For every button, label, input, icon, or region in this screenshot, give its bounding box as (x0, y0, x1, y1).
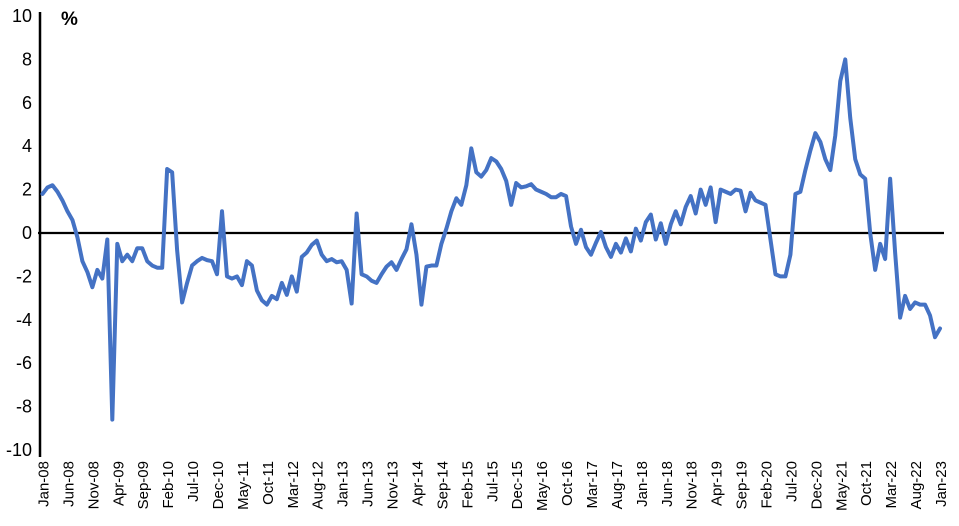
x-tick-label: Mar-22 (883, 461, 900, 509)
x-tick-label: May-11 (235, 461, 252, 510)
x-tick-label: Feb-20 (758, 461, 775, 509)
x-tick-label: Aug-22 (908, 461, 925, 509)
x-tick-label: Jun-08 (60, 461, 77, 507)
x-tick-label: Mar-17 (584, 461, 601, 509)
y-tick-label: -8 (16, 397, 32, 417)
y-axis-unit-label: % (61, 9, 78, 30)
x-tick-label: Jan-23 (933, 461, 950, 507)
y-tick-label: 2 (22, 180, 32, 200)
x-tick-label: Oct-21 (858, 461, 875, 506)
y-tick-label: 4 (22, 136, 32, 156)
y-tick-label: -10 (6, 440, 32, 460)
x-tick-label: Oct-11 (260, 461, 277, 505)
x-tick-label: Dec-10 (210, 461, 227, 509)
x-tick-label: May-16 (534, 461, 551, 511)
x-tick-label: Dec-20 (808, 461, 825, 509)
x-tick-label: Jul-15 (484, 461, 501, 502)
y-tick-label: 8 (22, 49, 32, 69)
x-tick-label: Feb-10 (160, 461, 177, 509)
x-tick-label: Jan-08 (36, 461, 53, 507)
x-tick-label: Sep-14 (434, 461, 451, 509)
x-tick-label: Nov-13 (385, 461, 402, 509)
x-tick-label: Jun-13 (360, 461, 377, 507)
y-tick-label: 10 (12, 6, 32, 26)
x-tick-label: Jun-18 (659, 461, 676, 507)
x-tick-label: Jan-13 (335, 461, 352, 507)
series-line (40, 57, 942, 422)
x-tick-label: Sep-19 (734, 461, 751, 509)
x-tick-label: Sep-09 (135, 461, 152, 509)
x-tick-label: Mar-12 (285, 461, 302, 509)
x-tick-label: Jul-10 (185, 461, 202, 502)
x-tick-label: Jul-20 (783, 461, 800, 502)
x-tick-label: Nov-18 (684, 461, 701, 509)
x-tick-label: Oct-16 (559, 461, 576, 506)
x-tick-label: Feb-15 (459, 461, 476, 509)
x-tick-label: Apr-09 (110, 461, 127, 506)
y-tick-label: -6 (16, 353, 32, 373)
y-tick-label: -2 (16, 266, 32, 286)
x-tick-label: Jan-18 (634, 461, 651, 507)
x-tick-label: Dec-15 (509, 461, 526, 509)
x-tick-label: Nov-08 (85, 461, 102, 509)
x-tick-label: Aug-17 (609, 461, 626, 509)
y-tick-label: 6 (22, 93, 32, 113)
x-tick-label: Apr-14 (409, 461, 426, 506)
x-tick-label: Aug-12 (310, 461, 327, 509)
x-tick-label: Apr-19 (709, 461, 726, 506)
y-tick-label: 0 (22, 223, 32, 243)
x-tick-label: May-21 (833, 461, 850, 511)
y-tick-label: -4 (16, 310, 32, 330)
